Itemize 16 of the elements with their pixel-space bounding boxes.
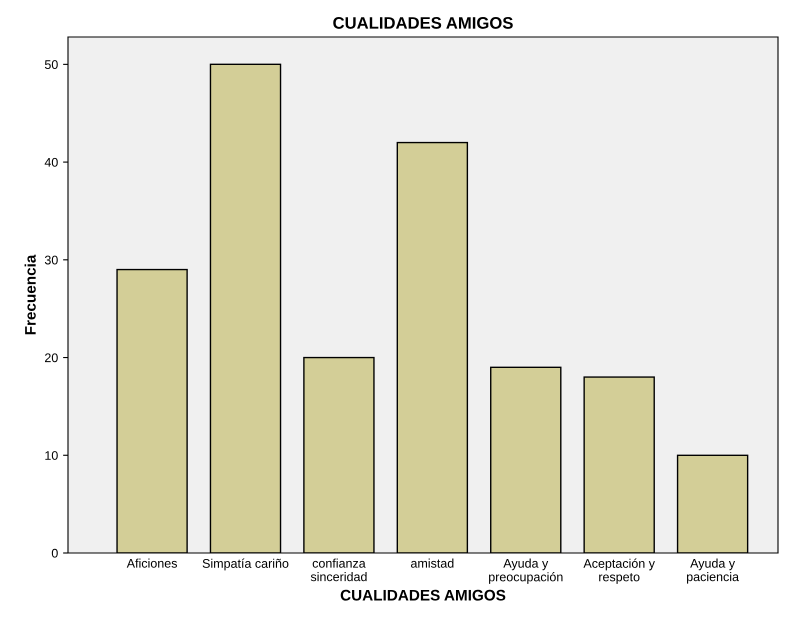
x-tick-label: Ayuda y preocupación <box>489 558 562 584</box>
x-tick-label: Simpatía cariño <box>202 558 288 570</box>
x-tick-label: Aficiones <box>126 558 177 568</box>
y-tick-label: 20 <box>45 353 58 362</box>
x-tick-label: amistad <box>410 558 454 568</box>
x-tick-label: Ayuda y paciencia <box>687 558 740 584</box>
y-tick-label: 30 <box>44 256 58 264</box>
x-tick-label: confianza sinceridad <box>310 558 367 582</box>
y-axis-title: Frecuencia <box>24 254 36 334</box>
x-axis-title: CUALIDADES AMIGOS <box>340 590 506 601</box>
y-tick-label: 50 <box>44 60 58 70</box>
chart-title: CUALIDADES AMIGOS <box>333 17 513 29</box>
x-tick-label: Aceptación y respeto <box>583 558 655 584</box>
y-tick-label: 0 <box>52 548 58 558</box>
y-tick-label: 40 <box>44 158 58 167</box>
y-tick-label: 10 <box>45 451 58 460</box>
